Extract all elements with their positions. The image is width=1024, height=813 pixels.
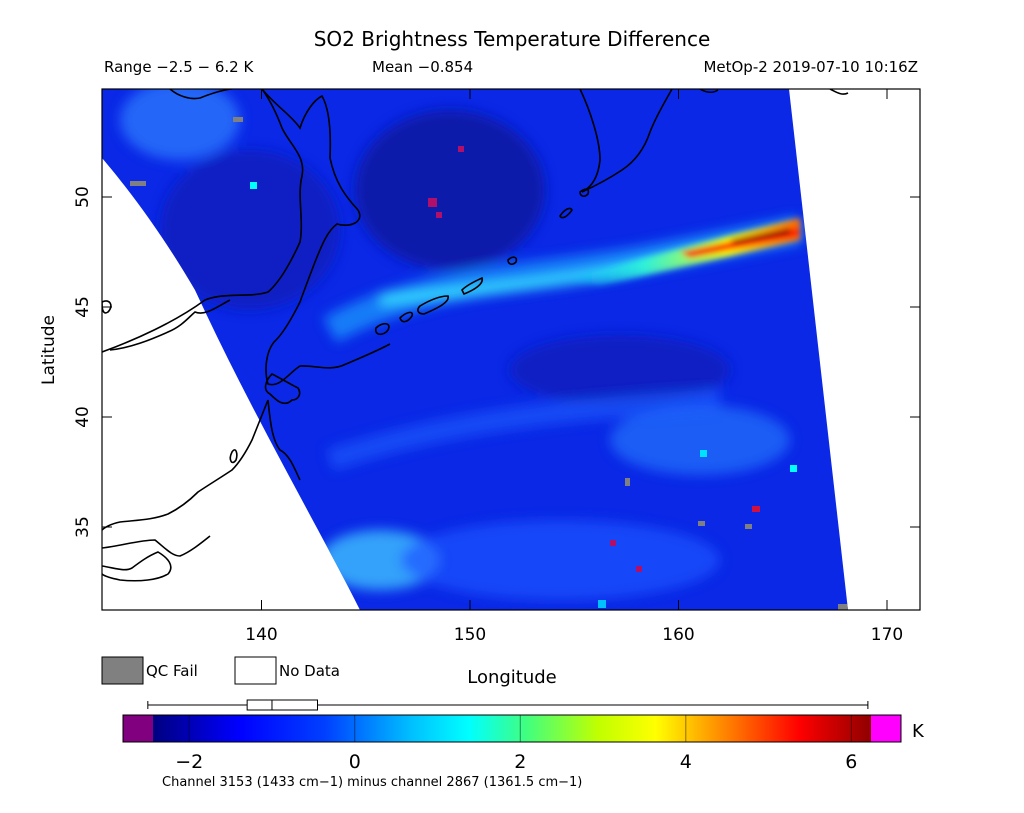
colorbar-over-swatch xyxy=(871,715,901,742)
legend: QC Fail No Data xyxy=(101,656,340,685)
noisy-pixels xyxy=(250,146,797,608)
qc-fail-swatch xyxy=(101,656,144,685)
colorbar-box-plot xyxy=(147,699,869,711)
x-tick-label: 150 xyxy=(454,625,486,645)
x-axis-label: Longitude xyxy=(467,667,557,688)
colorbar-unit: K xyxy=(912,721,925,742)
mean-text: Mean −0.854 xyxy=(372,58,473,76)
range-text: Range −2.5 − 6.2 K xyxy=(104,58,254,76)
x-tick-label: 160 xyxy=(662,625,694,645)
so2-plume xyxy=(560,218,800,285)
colorbar-tick-label: 6 xyxy=(845,751,857,773)
colorbar-tick-label: 4 xyxy=(680,751,692,773)
axis-ticks xyxy=(102,89,920,610)
qc-fail-pixels xyxy=(130,117,848,610)
colorbar-tick-label: −2 xyxy=(175,751,203,773)
satellite-time-text: MetOp-2 2019-07-10 10:16Z xyxy=(703,58,918,76)
y-axis-label: Latitude xyxy=(39,315,59,385)
y-tick-label: 50 xyxy=(73,186,93,208)
coastlines xyxy=(102,89,849,582)
qc-fail-label: QC Fail xyxy=(146,662,198,680)
y-tick-label: 40 xyxy=(73,406,93,428)
colorbar-under-swatch xyxy=(123,715,153,742)
x-tick-label: 140 xyxy=(245,625,277,645)
colorbar-tick-label: 0 xyxy=(349,751,361,773)
no-data-label: No Data xyxy=(279,662,340,680)
colorbar-tick-label: 2 xyxy=(514,751,526,773)
map-plot-area xyxy=(102,89,920,610)
y-tick-label: 35 xyxy=(73,516,93,538)
plot-frame xyxy=(101,88,921,611)
no-data-swatch xyxy=(234,656,277,685)
box-plot-box xyxy=(246,699,319,711)
colorbar: −2 0 2 4 6 K Channel 3153 (1433 cm−1) minus … xyxy=(122,699,925,790)
y-tick-label: 45 xyxy=(73,296,93,318)
x-tick-label: 170 xyxy=(871,625,903,645)
data-swath xyxy=(102,89,848,610)
colorbar-gradient xyxy=(153,715,871,742)
colorbar-caption: Channel 3153 (1433 cm−1) minus channel 2… xyxy=(162,775,582,790)
map-title: SO2 Brightness Temperature Difference xyxy=(314,27,711,51)
